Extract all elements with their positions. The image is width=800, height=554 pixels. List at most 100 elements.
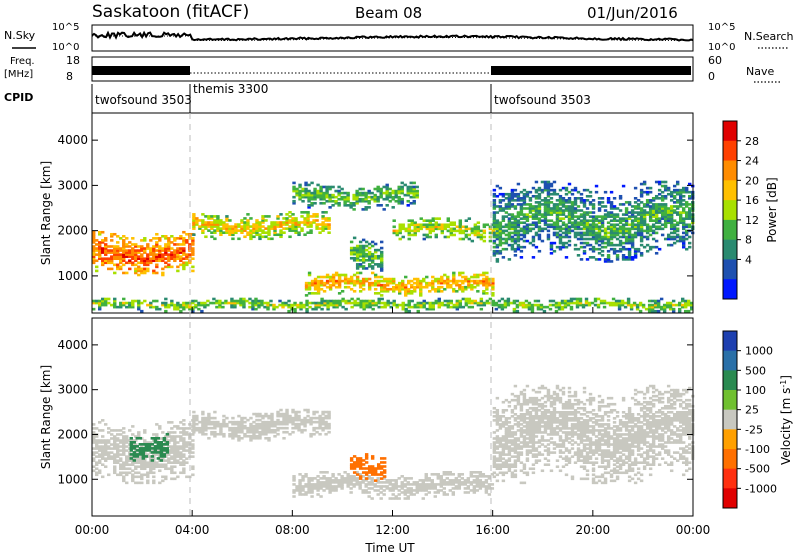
echo-cell xyxy=(609,211,614,214)
echo-cell xyxy=(501,219,506,222)
echo-cell xyxy=(237,436,241,440)
echo-cell xyxy=(400,485,404,488)
echo-cell xyxy=(170,431,174,434)
echo-cell xyxy=(355,258,360,262)
echo-cell xyxy=(134,245,138,248)
echo-cell xyxy=(321,410,325,414)
echo-cell xyxy=(537,217,542,220)
echo-cell xyxy=(191,237,195,240)
echo-cell xyxy=(207,229,211,232)
echo-cell xyxy=(627,235,632,239)
echo-cell xyxy=(137,301,141,305)
echo-cell xyxy=(654,205,659,208)
echo-cell xyxy=(627,201,632,204)
echo-cell xyxy=(495,221,500,225)
echo-cell xyxy=(564,241,569,245)
echo-cell xyxy=(609,247,614,251)
echo-cell xyxy=(416,305,420,309)
echo-cell xyxy=(143,263,147,267)
echo-cell xyxy=(476,281,480,285)
echo-cell xyxy=(428,307,432,311)
echo-cell xyxy=(140,255,144,258)
echo-cell xyxy=(492,471,497,475)
echo-cell xyxy=(579,241,584,245)
echo-cell xyxy=(585,241,590,245)
echo-cell xyxy=(478,481,483,484)
echo-cell xyxy=(297,223,301,226)
echo-cell xyxy=(313,195,317,199)
echo-cell xyxy=(669,219,674,222)
echo-cell xyxy=(403,497,407,500)
echo-cell xyxy=(522,227,527,231)
echo-cell xyxy=(125,467,129,471)
echo-cell xyxy=(558,239,563,243)
echo-cell xyxy=(122,251,126,254)
echo-cell xyxy=(492,207,497,210)
echo-cell xyxy=(558,233,563,237)
echo-cell xyxy=(457,479,462,482)
echo-cell xyxy=(467,279,471,283)
echo-cell xyxy=(276,418,280,422)
echo-cell xyxy=(316,475,320,478)
echo-cell xyxy=(612,207,617,210)
echo-cell xyxy=(594,190,599,194)
echo-cell xyxy=(275,305,279,309)
echo-cell xyxy=(522,471,527,475)
echo-cell xyxy=(522,467,527,471)
echo-cell xyxy=(460,481,465,484)
echo-cell xyxy=(469,483,474,486)
echo-cell xyxy=(179,461,183,464)
echo-cell xyxy=(98,257,102,261)
echo-cell xyxy=(473,233,478,237)
echo-cell xyxy=(415,195,419,199)
echo-cell xyxy=(537,188,542,192)
echo-cell xyxy=(143,269,147,273)
echo-cell xyxy=(394,497,398,500)
echo-cell xyxy=(491,303,496,307)
echo-cell xyxy=(498,235,503,239)
echo-cell xyxy=(273,424,277,428)
echo-cell xyxy=(179,255,183,258)
echo-cell xyxy=(379,240,384,244)
echo-cell xyxy=(170,447,174,450)
echo-cell xyxy=(331,281,336,285)
echo-cell xyxy=(507,449,512,452)
echo-cell xyxy=(309,223,313,226)
echo-cell xyxy=(552,203,557,206)
echo-cell xyxy=(337,273,342,277)
echo-cell xyxy=(588,219,593,222)
echo-cell xyxy=(510,237,515,241)
echo-cell xyxy=(191,265,195,269)
echo-cell xyxy=(335,299,339,303)
echo-cell xyxy=(482,277,486,281)
echo-cell xyxy=(98,461,102,464)
echo-cell xyxy=(573,227,578,231)
echo-cell xyxy=(573,221,578,225)
echo-cell xyxy=(654,180,659,184)
echo-cell xyxy=(385,487,389,490)
echo-cell xyxy=(185,253,189,256)
echo-cell xyxy=(370,477,374,480)
echo-cell xyxy=(346,193,350,197)
echo-cell xyxy=(134,243,138,246)
echo-cell xyxy=(218,299,222,303)
echo-cell xyxy=(304,483,308,486)
echo-cell xyxy=(128,471,132,475)
echo-cell xyxy=(273,223,277,226)
echo-cell xyxy=(467,281,471,285)
echo-cell xyxy=(492,219,497,222)
echo-cell xyxy=(240,424,244,428)
echo-cell xyxy=(681,243,686,247)
echo-cell xyxy=(528,229,533,233)
echo-cell xyxy=(377,297,381,301)
echo-cell xyxy=(516,194,521,198)
echo-cell xyxy=(128,255,132,258)
echo-cell xyxy=(561,205,566,208)
echo-cell xyxy=(146,267,150,271)
echo-cell xyxy=(524,305,529,309)
echo-cell xyxy=(663,237,668,241)
echo-cell xyxy=(476,301,481,305)
echo-cell xyxy=(185,257,189,261)
echo-cell xyxy=(492,211,497,214)
echo-cell xyxy=(170,471,174,475)
